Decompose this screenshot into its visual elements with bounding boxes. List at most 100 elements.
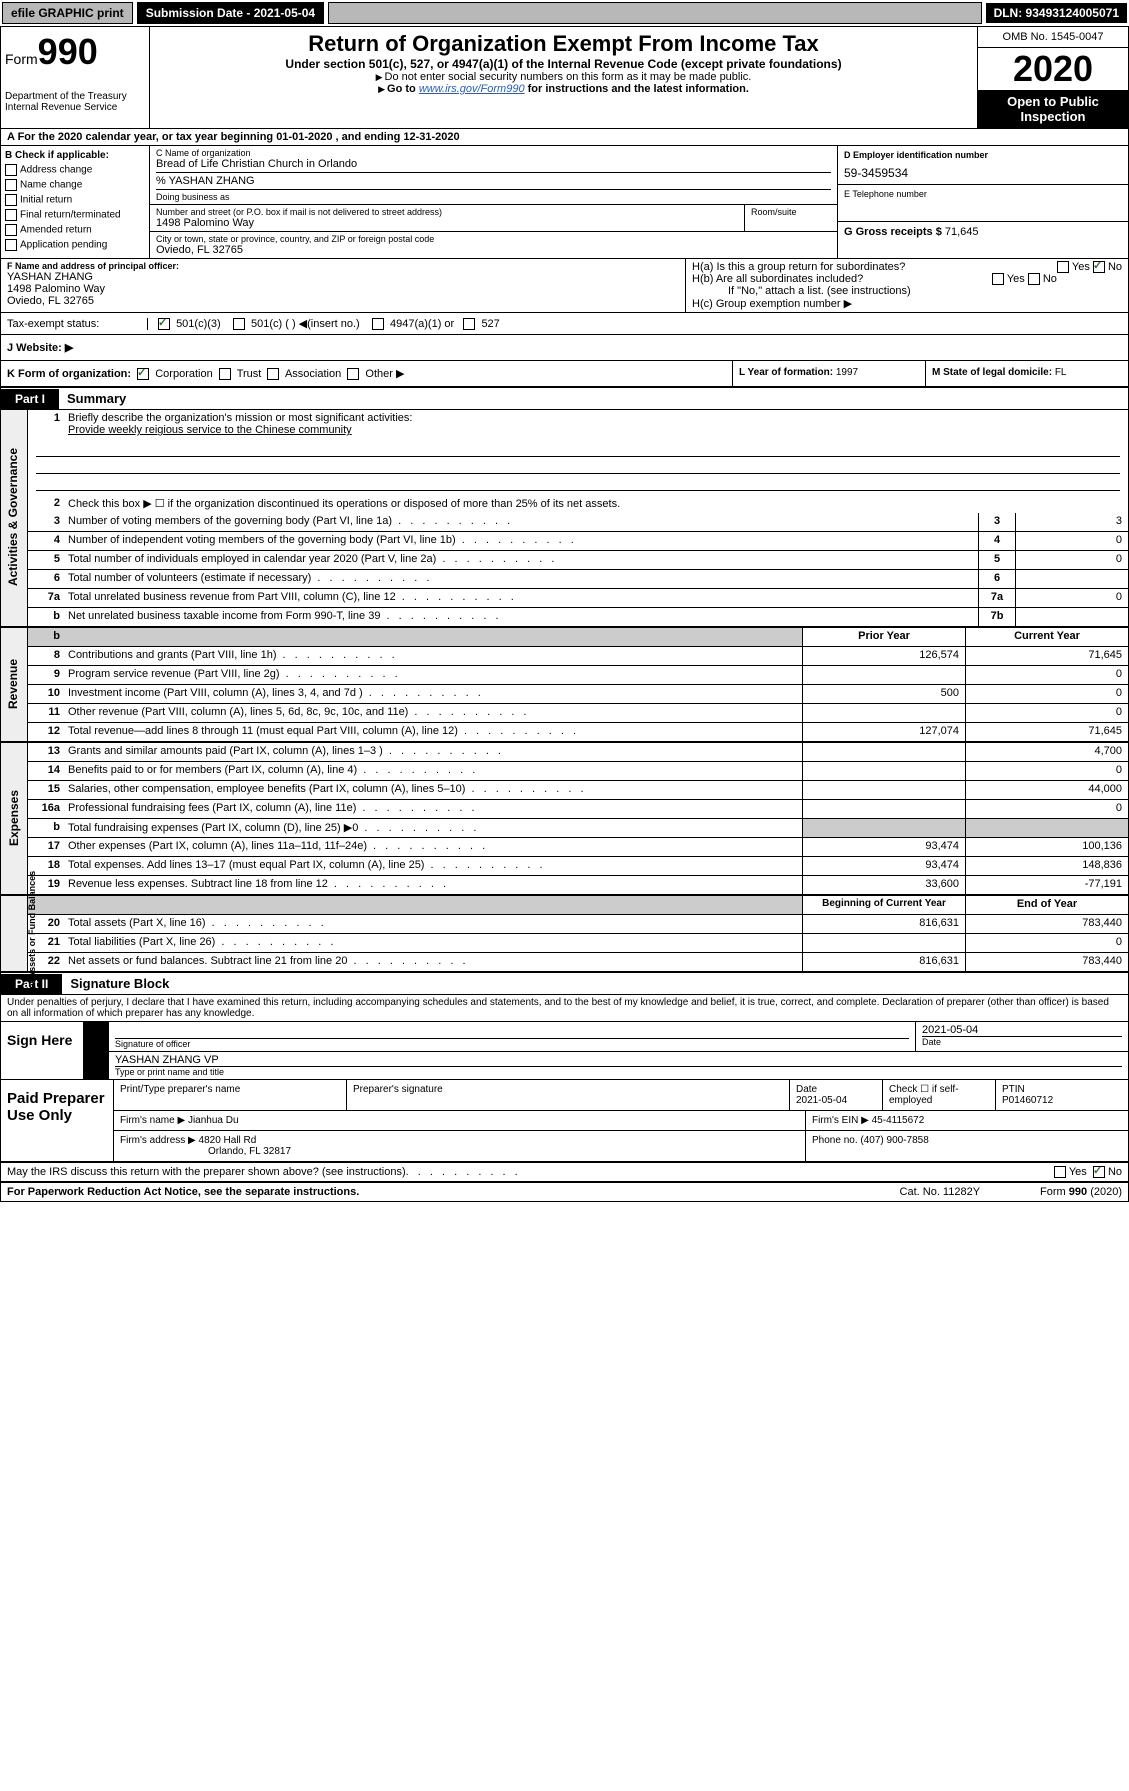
- dln-label: DLN: 93493124005071: [986, 3, 1127, 23]
- hc-label: H(c) Group exemption number ▶: [692, 297, 1122, 310]
- col-b-checkboxes: B Check if applicable: Address change Na…: [1, 146, 150, 258]
- note-ssn: Do not enter social security numbers on …: [154, 71, 973, 83]
- sig-date-label: Date: [922, 1036, 1122, 1047]
- officer-box: F Name and address of principal officer:…: [1, 259, 686, 312]
- footer-left: For Paperwork Reduction Act Notice, see …: [7, 1186, 359, 1198]
- line-22: 22 Net assets or fund balances. Subtract…: [28, 953, 1128, 971]
- part2-name: Signature Block: [62, 973, 177, 994]
- line-9: 9 Program service revenue (Part VIII, li…: [28, 666, 1128, 685]
- line-21: 21 Total liabilities (Part X, line 26) 0: [28, 934, 1128, 953]
- mission-line: 1 Briefly describe the organization's mi…: [28, 410, 1128, 438]
- line-3: 3 Number of voting members of the govern…: [28, 513, 1128, 532]
- twocol-header: b Prior Year Current Year: [28, 628, 1128, 647]
- form-container: Form990 Department of the Treasury Inter…: [0, 26, 1129, 1202]
- line-18: 18 Total expenses. Add lines 13–17 (must…: [28, 857, 1128, 876]
- submission-date-button[interactable]: Submission Date - 2021-05-04: [137, 2, 324, 24]
- line-12: 12 Total revenue—add lines 8 through 11 …: [28, 723, 1128, 741]
- ein-box: D Employer identification number 59-3459…: [838, 146, 1128, 185]
- governance-section: Activities & Governance 1 Briefly descri…: [1, 410, 1128, 628]
- ha-yesno[interactable]: Yes No: [1057, 261, 1122, 273]
- h-note: If "No," attach a list. (see instruction…: [692, 285, 1122, 297]
- prep-date-cell: Date2021-05-04: [790, 1080, 883, 1110]
- irs-label: Internal Revenue Service: [5, 102, 145, 113]
- website-row: J Website: ▶: [1, 335, 1128, 361]
- col-right: D Employer identification number 59-3459…: [837, 146, 1128, 258]
- discuss-yesno[interactable]: Yes No: [1054, 1166, 1122, 1178]
- cb-other[interactable]: [347, 368, 359, 380]
- officer-name: YASHAN ZHANG: [7, 271, 679, 283]
- info-grid: B Check if applicable: Address change Na…: [1, 146, 1128, 259]
- footer: For Paperwork Reduction Act Notice, see …: [1, 1183, 1128, 1201]
- preparer-title: Paid Preparer Use Only: [1, 1080, 114, 1161]
- section-a: A For the 2020 calendar year, or tax yea…: [1, 129, 1128, 146]
- cb-assoc[interactable]: [267, 368, 279, 380]
- sign-here-block: Sign Here Signature of officer 2021-05-0…: [1, 1022, 1128, 1080]
- line-15: 15 Salaries, other compensation, employe…: [28, 781, 1128, 800]
- cb-corp[interactable]: [137, 368, 149, 380]
- m-box: M State of legal domicile: FL: [926, 361, 1128, 386]
- cb-pending[interactable]: Application pending: [5, 239, 145, 251]
- part2-header: Part II Signature Block: [1, 973, 1128, 995]
- form-subtitle: Under section 501(c), 527, or 4947(a)(1)…: [154, 57, 973, 71]
- l-box: L Year of formation: 1997: [733, 361, 926, 386]
- gross-receipts-box: G Gross receipts $ 71,645: [838, 222, 1128, 258]
- tax-status-label: Tax-exempt status:: [7, 318, 148, 330]
- part1-tab: Part I: [1, 389, 59, 409]
- line-14: 14 Benefits paid to or for members (Part…: [28, 762, 1128, 781]
- line-7a: 7a Total unrelated business revenue from…: [28, 589, 1128, 608]
- cb-4947[interactable]: [372, 318, 384, 330]
- form-header: Form990 Department of the Treasury Inter…: [1, 27, 1128, 129]
- part1-name: Summary: [59, 388, 134, 409]
- irs-link[interactable]: www.irs.gov/Form990: [419, 83, 525, 95]
- cb-initial-return[interactable]: Initial return: [5, 194, 145, 206]
- prep-selfemp[interactable]: Check ☐ if self-employed: [883, 1080, 996, 1110]
- officer-addr: 1498 Palomino Way: [7, 283, 679, 295]
- cb-address-change[interactable]: Address change: [5, 164, 145, 176]
- header-right: OMB No. 1545-0047 2020 Open to Public In…: [977, 27, 1128, 128]
- cb-final-return[interactable]: Final return/terminated: [5, 209, 145, 221]
- fh-row: F Name and address of principal officer:…: [1, 259, 1128, 313]
- efile-button[interactable]: efile GRAPHIC print: [2, 2, 133, 24]
- cb-name-change[interactable]: Name change: [5, 179, 145, 191]
- line-b: b Net unrelated business taxable income …: [28, 608, 1128, 626]
- top-bar: efile GRAPHIC print Submission Date - 20…: [0, 0, 1129, 26]
- cb-501c3[interactable]: [158, 318, 170, 330]
- header-middle: Return of Organization Exempt From Incom…: [150, 27, 977, 128]
- vtab-netassets: Net Assets or Fund Balances: [1, 896, 28, 971]
- cb-trust[interactable]: [219, 368, 231, 380]
- net-header: Beginning of Current Year End of Year: [28, 896, 1128, 915]
- firm-addr-cell: Firm's address ▶ 4820 Hall Rd Orlando, F…: [114, 1131, 806, 1161]
- org-name: Bread of Life Christian Church in Orland…: [156, 158, 831, 170]
- col-c: C Name of organization Bread of Life Chr…: [150, 146, 837, 258]
- header-left: Form990 Department of the Treasury Inter…: [1, 27, 150, 128]
- line-20: 20 Total assets (Part X, line 16) 816,63…: [28, 915, 1128, 934]
- h-box: H(a) Is this a group return for subordin…: [686, 259, 1128, 312]
- hb-yesno[interactable]: Yes No: [992, 273, 1057, 285]
- city-box: City or town, state or province, country…: [150, 232, 837, 258]
- sig-officer-label: Signature of officer: [115, 1038, 909, 1049]
- line-19: 19 Revenue less expenses. Subtract line …: [28, 876, 1128, 894]
- line-6: 6 Total number of volunteers (estimate i…: [28, 570, 1128, 589]
- col-b-header: B Check if applicable:: [5, 150, 109, 161]
- cb-501c[interactable]: [233, 318, 245, 330]
- street-address: 1498 Palomino Way: [156, 217, 738, 229]
- firm-name-cell: Firm's name ▶ Jianhua Du: [114, 1111, 806, 1130]
- cb-527[interactable]: [463, 318, 475, 330]
- room-label: Room/suite: [751, 207, 831, 217]
- officer-city: Oviedo, FL 32765: [7, 295, 679, 307]
- cb-amended[interactable]: Amended return: [5, 224, 145, 236]
- spacer-button: [328, 2, 981, 24]
- revenue-section: Revenue b Prior Year Current Year 8 Cont…: [1, 628, 1128, 743]
- footer-form: Form 990 (2020): [1040, 1186, 1122, 1198]
- open-public-label: Open to Public Inspection: [978, 90, 1128, 128]
- preparer-block: Paid Preparer Use Only Print/Type prepar…: [1, 1080, 1128, 1163]
- discuss-row: May the IRS discuss this return with the…: [1, 1163, 1128, 1183]
- vtab-revenue: Revenue: [1, 628, 28, 741]
- firm-ein-cell: Firm's EIN ▶ 45-4115672: [806, 1111, 1128, 1130]
- form-990-label: Form990: [5, 31, 145, 73]
- expenses-section: Expenses 13 Grants and similar amounts p…: [1, 743, 1128, 896]
- line-13: 13 Grants and similar amounts paid (Part…: [28, 743, 1128, 762]
- mission-underlines: [28, 438, 1128, 495]
- sig-name-label: Type or print name and title: [115, 1066, 1122, 1077]
- org-name-box: C Name of organization Bread of Life Chr…: [150, 146, 837, 205]
